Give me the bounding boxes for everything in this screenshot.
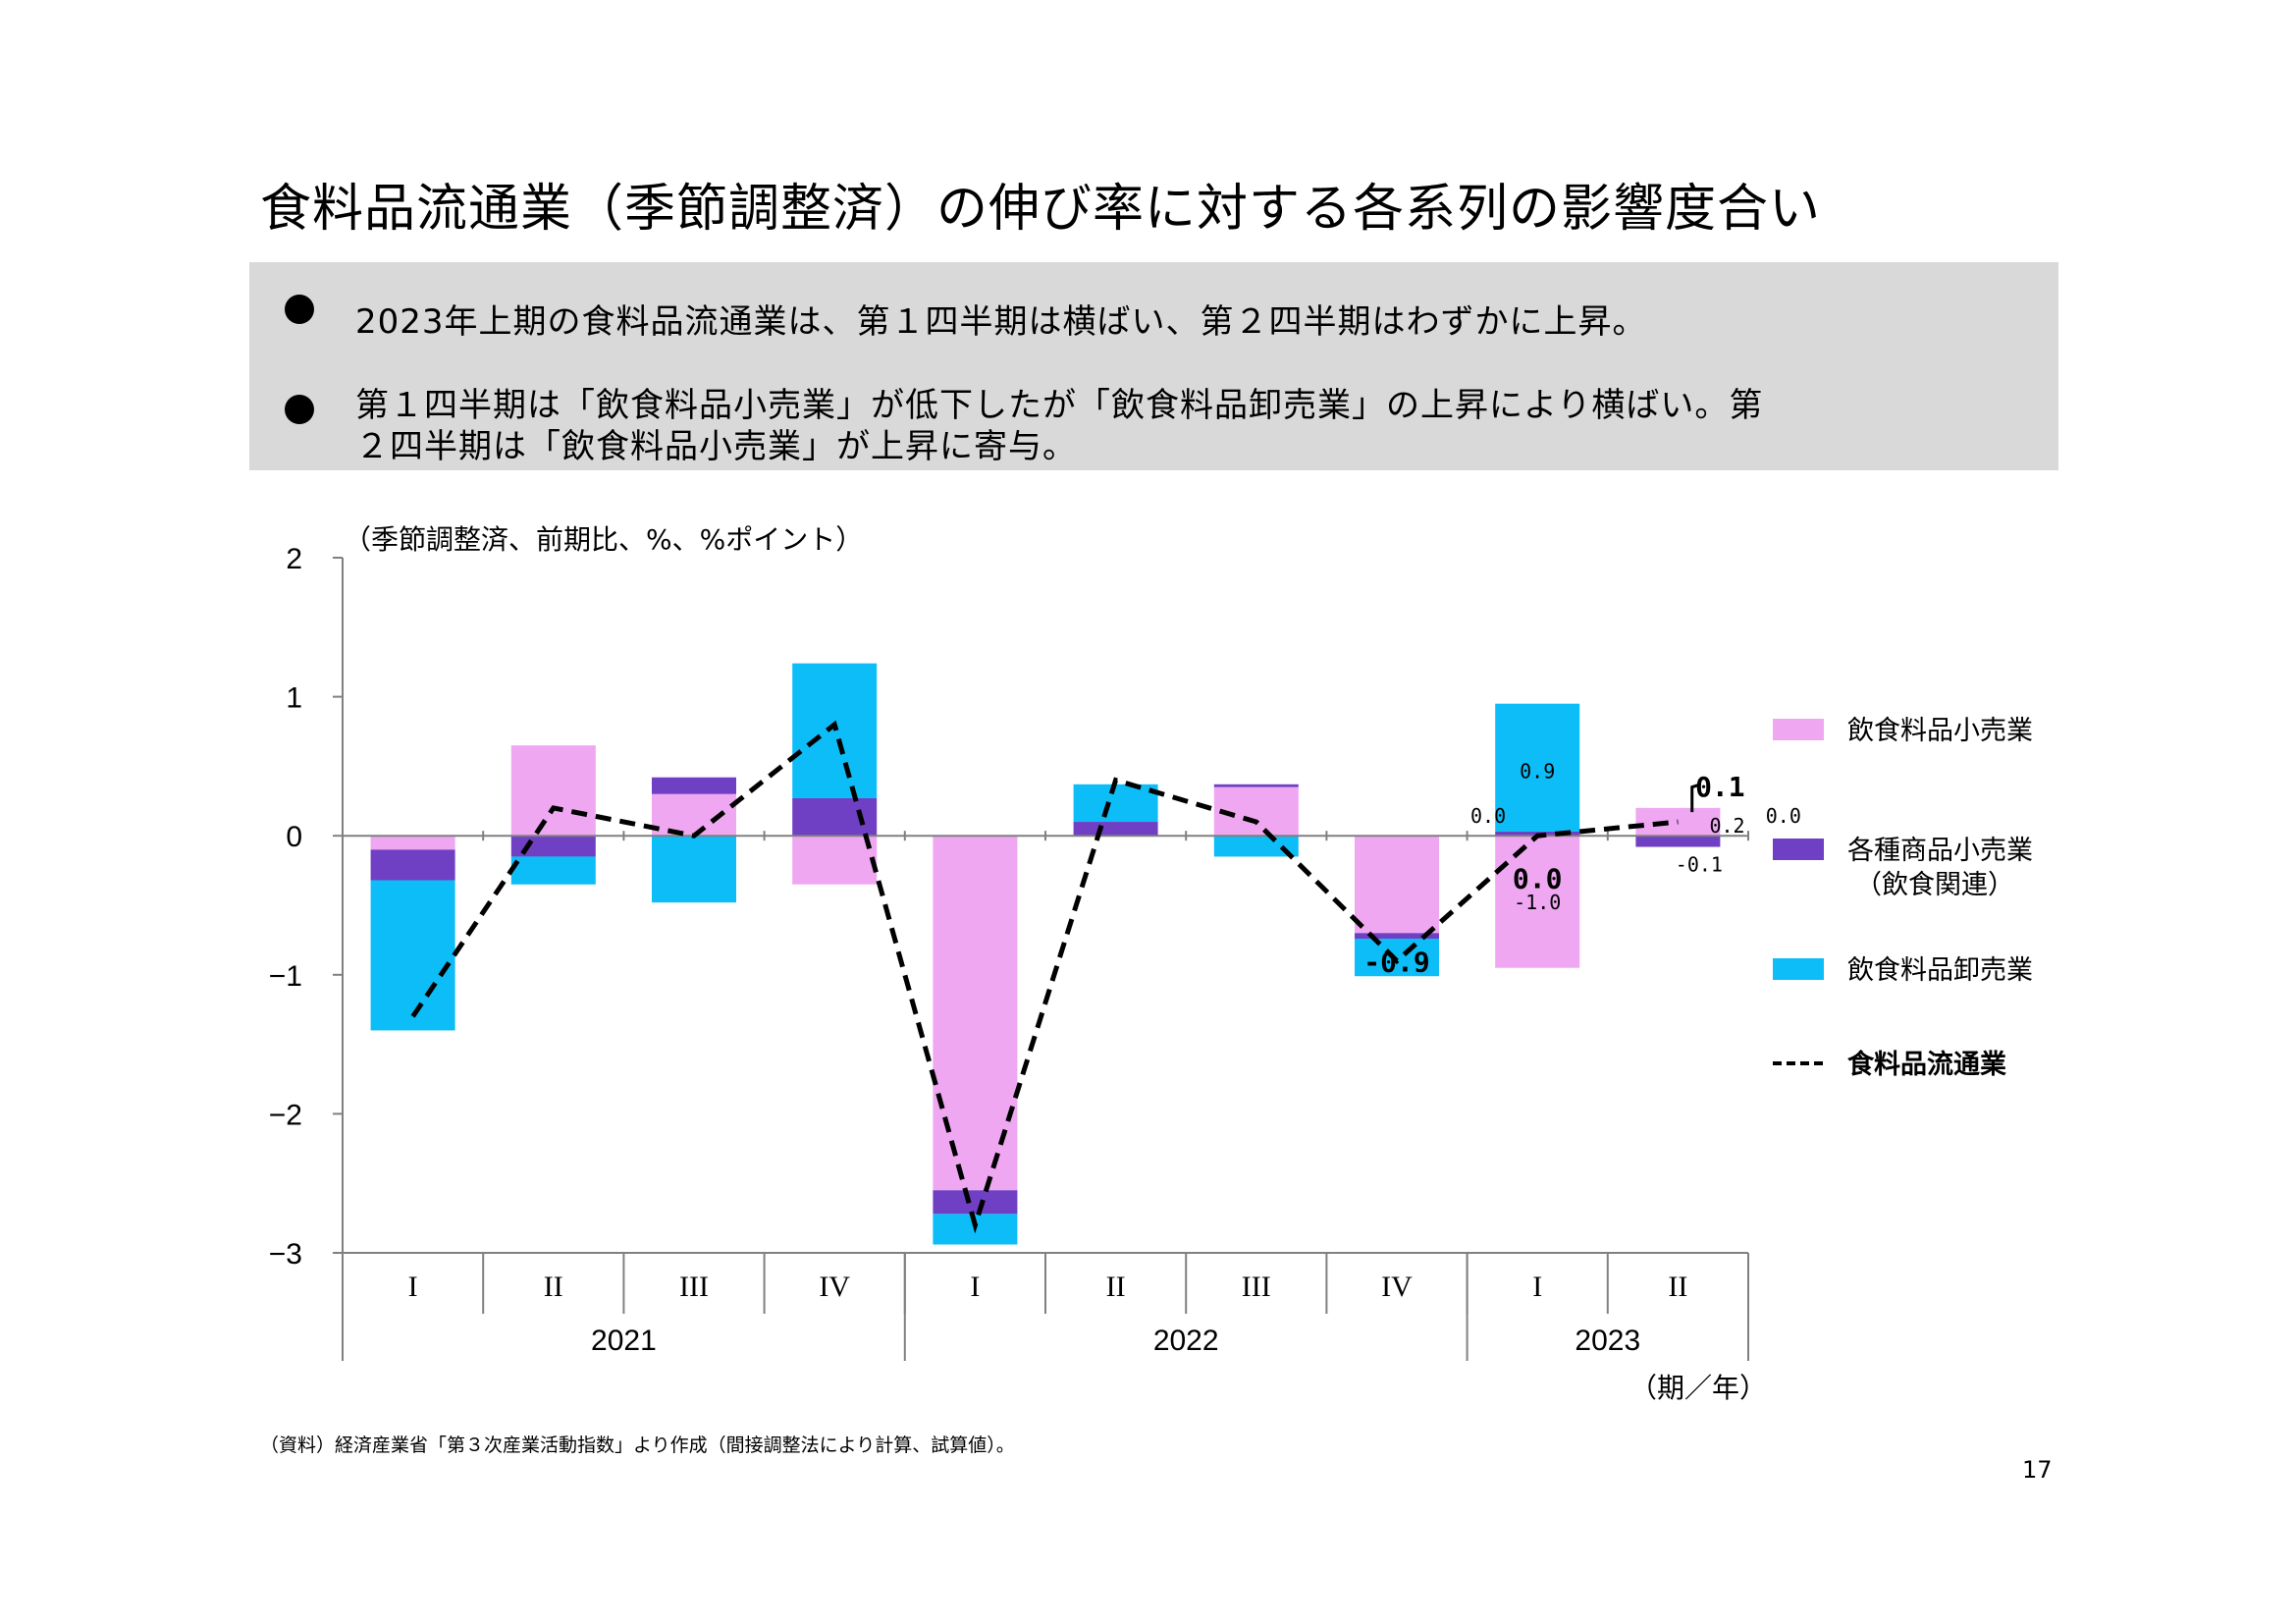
bar-1-4	[792, 836, 878, 885]
bar-1-8	[1355, 836, 1439, 934]
bar-3-2	[510, 856, 596, 885]
source-footnote: （資料）経済産業省「第３次産業活動指数」より作成（間接調整法により計算、試算値）…	[260, 1435, 1015, 1456]
legend-label-4: 食料品流通業	[1847, 1049, 2006, 1080]
bar-2-1	[370, 849, 455, 881]
data-label-7: 0.2	[1709, 814, 1744, 838]
data-label-4: 0.9	[1520, 760, 1555, 784]
bar-3-1	[370, 880, 455, 1031]
bar-2-6	[1073, 822, 1158, 837]
bar-2-7	[1213, 784, 1299, 787]
bar-3-8	[1355, 938, 1439, 977]
bar-3-6	[1073, 784, 1158, 823]
category-label-7: III	[1242, 1271, 1271, 1303]
bar-3-3	[652, 836, 736, 903]
y-tick-label: 2	[286, 543, 302, 575]
category-label-9: I	[1532, 1271, 1542, 1303]
category-label-2: II	[544, 1271, 563, 1303]
summary-box: 2023年上期の食料品流通業は、第１四半期は横ばい、第２四半期はわずかに上昇。 …	[249, 262, 2058, 470]
summary-bullet-2-line-2: ２四半期は「飲食料品小売業」が上昇に寄与。	[355, 427, 1077, 466]
summary-bullet-2-line-1: 第１四半期は「飲食料品小売業」が低下したが「飲食料品卸売業」の上昇により横ばい。…	[355, 386, 1764, 425]
summary-bullet-1: 2023年上期の食料品流通業は、第１四半期は横ばい、第２四半期はわずかに上昇。	[355, 302, 1647, 342]
bar-1-1	[370, 836, 455, 850]
line-series-food-distribution	[410, 720, 1679, 1234]
page-title: 食料品流通業（季節調整済）の伸び率に対する各系列の影響度合い	[260, 180, 1822, 239]
y-tick-label: 0	[286, 821, 302, 853]
period-unit-label: （期／年）	[1629, 1372, 1768, 1404]
category-label-8: IV	[1381, 1271, 1413, 1303]
y-tick-label: −3	[269, 1238, 302, 1271]
legend-swatch-2	[1773, 839, 1824, 860]
data-label-2: 0.0	[1513, 863, 1563, 895]
category-label-3: III	[679, 1271, 709, 1303]
legend-swatch-1	[1773, 719, 1824, 740]
category-label-4: IV	[819, 1271, 850, 1303]
y-tick-label: 1	[286, 682, 302, 715]
bar-1-9	[1495, 836, 1580, 968]
data-label-9: -0.1	[1676, 853, 1723, 877]
bar-1-2	[510, 745, 596, 837]
bar-2-2	[510, 836, 596, 857]
year-label-2022: 2022	[1153, 1325, 1219, 1357]
data-label-8: 0.0	[1766, 804, 1801, 828]
page-number: 17	[2022, 1456, 2053, 1484]
bullet-dot-2	[285, 395, 314, 424]
unit-label: （季節調整済、前期比、%、%ポイント）	[344, 523, 864, 556]
data-label-6: 0.1	[1695, 771, 1745, 803]
legend-label-2-line-2: （飲食関連）	[1855, 870, 2014, 900]
bar-2-10	[1635, 836, 1721, 847]
category-label-6: II	[1106, 1271, 1126, 1303]
bar-2-4	[792, 797, 878, 837]
data-label-3: 0.0	[1470, 804, 1506, 828]
bar-3-9	[1495, 703, 1580, 832]
category-label-10: II	[1668, 1271, 1687, 1303]
y-tick-label: −1	[269, 960, 302, 993]
year-label-2023: 2023	[1575, 1325, 1640, 1357]
legend-label-2: 各種商品小売業	[1847, 836, 2033, 866]
category-label-1: I	[408, 1271, 418, 1303]
bar-2-8	[1355, 933, 1439, 939]
bar-2-3	[652, 777, 736, 794]
year-label-2021: 2021	[591, 1325, 657, 1357]
y-tick-label: −2	[269, 1099, 302, 1131]
legend-label-3: 飲食料品卸売業	[1847, 955, 2033, 986]
bar-3-7	[1213, 836, 1299, 857]
annotation-leader-line	[1690, 783, 1701, 813]
legend-swatch-3	[1773, 958, 1824, 980]
bullet-dot-1	[285, 295, 314, 324]
bar-2-5	[933, 1190, 1018, 1215]
data-label-5: -1.0	[1514, 891, 1561, 914]
legend-label-1: 飲食料品小売業	[1847, 716, 2033, 746]
category-label-5: I	[970, 1271, 980, 1303]
data-label-1: -0.9	[1363, 947, 1429, 979]
